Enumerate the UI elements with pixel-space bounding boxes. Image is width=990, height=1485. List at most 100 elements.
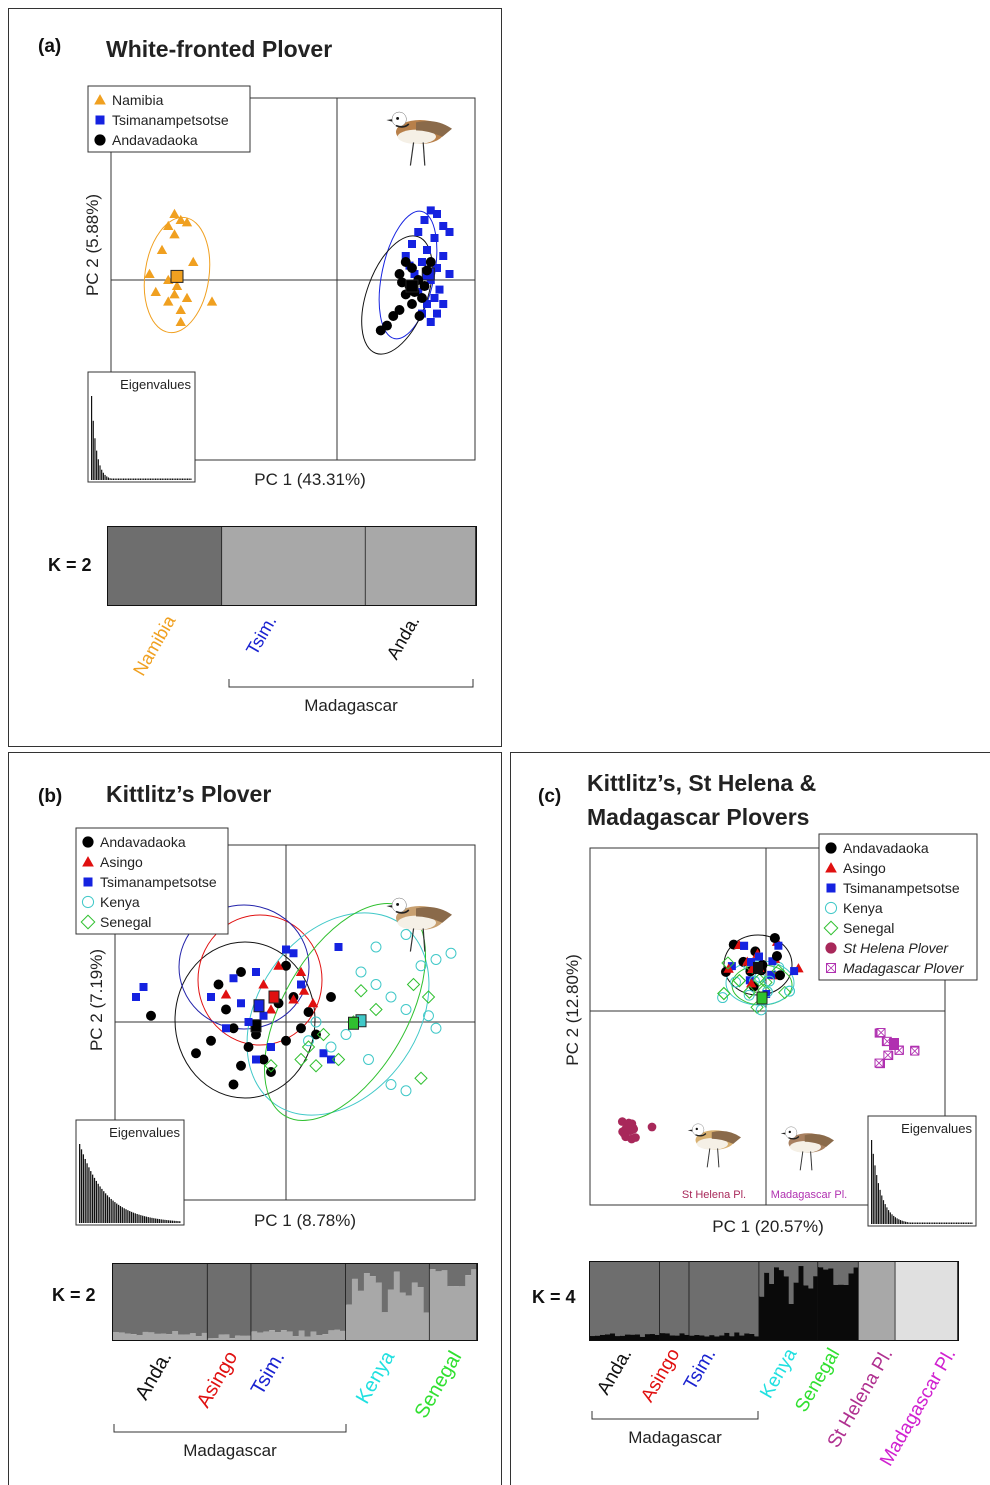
structure-individual (234, 1335, 241, 1340)
structure-individual (183, 1334, 191, 1340)
structure-individual (674, 1262, 680, 1336)
legend-label: Asingo (843, 860, 886, 876)
bird-belly (397, 915, 436, 930)
eigenvalue-bar (920, 1222, 922, 1224)
data-point (784, 985, 795, 997)
structure-individual (788, 1303, 795, 1340)
structure-individual (699, 1335, 705, 1340)
pc1-axis-label: PC 1 (8.78%) (254, 1211, 356, 1230)
structure-individual (286, 1331, 294, 1340)
structure-individual (659, 1333, 666, 1340)
data-point (340, 1029, 352, 1040)
structure-individual (684, 1262, 690, 1335)
structure-individual (764, 1262, 770, 1273)
cluster-ellipse (178, 904, 310, 1030)
data-point (420, 216, 429, 224)
structure-individual (286, 1264, 294, 1332)
eigenvalue-bar (899, 1220, 902, 1224)
data-point (400, 257, 411, 267)
eigenvalue-bar (901, 1220, 903, 1224)
eigenvalue-bar (139, 478, 141, 480)
structure-individual (328, 1264, 335, 1331)
madagascar-bracket (228, 679, 474, 688)
structure-individual (599, 1334, 606, 1340)
structure-individual (189, 1264, 197, 1334)
data-point (426, 206, 435, 215)
bird-white-fronted-plover (386, 111, 452, 166)
eigenvalue-bar (947, 1222, 949, 1224)
eigenvalue-bar (123, 1208, 125, 1223)
structure-individual (201, 1332, 209, 1340)
bird-belly (789, 1141, 821, 1153)
structure-individual (160, 1264, 167, 1334)
data-point (309, 1059, 323, 1073)
legend-marker (83, 877, 93, 887)
eigenvalue-bar (954, 1222, 956, 1224)
eigenvalue-bar (171, 478, 173, 480)
data-point (259, 1011, 268, 1020)
structure-individual (399, 1264, 407, 1293)
eigenvalue-bar (893, 1215, 895, 1224)
structure-individual (136, 1335, 143, 1340)
structure-individual (609, 1333, 616, 1340)
structure-individual (322, 1264, 329, 1335)
structure-individual (828, 1262, 834, 1269)
eigenvalue-bar (170, 478, 172, 480)
structure-individual (172, 1264, 179, 1332)
eigenvalue-bar (179, 1221, 181, 1223)
data-point (316, 1027, 331, 1042)
data-point (220, 989, 232, 999)
eigenvalue-bar (898, 1219, 900, 1224)
structure-individual (269, 1330, 276, 1340)
data-point (439, 222, 448, 230)
bird-bill (780, 1132, 786, 1135)
structure-individual (411, 1282, 419, 1340)
bird-wing (416, 906, 452, 923)
centroid-marker (170, 269, 184, 283)
data-point (181, 217, 193, 227)
data-point (732, 973, 747, 988)
data-point (430, 1022, 442, 1034)
bird-label-st-helena: St Helena Pl. (682, 1189, 746, 1201)
structure-individual (684, 1334, 690, 1340)
eigenvalue-bar (939, 1222, 941, 1224)
data-point (228, 1023, 239, 1034)
structure-individual (669, 1262, 676, 1336)
structure-individual (154, 1333, 161, 1340)
structure-individual (172, 1331, 179, 1340)
structure-individual (113, 1331, 120, 1340)
structure-individual (245, 1264, 252, 1336)
structure-individual (245, 1335, 252, 1340)
eigenvalue-bar (949, 1222, 951, 1224)
eigenvalue-bar (932, 1222, 934, 1224)
structure-individual (599, 1262, 606, 1335)
eigenvalue-bar (134, 1213, 136, 1223)
eigenvalue-bar (82, 1154, 85, 1223)
ellipse-namibia (143, 216, 211, 334)
structure-individual (714, 1336, 720, 1340)
eigenvalue-bar (109, 478, 111, 480)
group-label: Anda. (383, 612, 424, 663)
eigenvalue-bar (881, 1195, 883, 1224)
structure-individual (363, 1273, 371, 1340)
structure-individual (429, 1264, 436, 1270)
eigenvalue-bar (876, 1175, 878, 1224)
eigenvalue-bar (877, 1183, 879, 1224)
structure-individual (754, 1262, 760, 1337)
structure-individual (130, 1334, 138, 1340)
eigenvalue-bar (102, 472, 104, 480)
eigenvalue-bar (145, 1216, 148, 1223)
data-point (771, 951, 782, 962)
data-point (132, 993, 140, 1001)
legend-label: Andavadaoka (112, 132, 198, 148)
data-point (281, 960, 291, 971)
data-point (301, 1040, 316, 1054)
eigenvalue-bar (882, 1200, 885, 1224)
eigenvalue-bar (903, 1221, 905, 1224)
legend-marker (826, 963, 836, 973)
eigenvalue-bar (122, 478, 125, 480)
panel-a (8, 8, 502, 747)
madagascar-bracket (113, 1424, 347, 1433)
bird-wing (711, 1131, 741, 1144)
structure-individual (664, 1333, 671, 1340)
